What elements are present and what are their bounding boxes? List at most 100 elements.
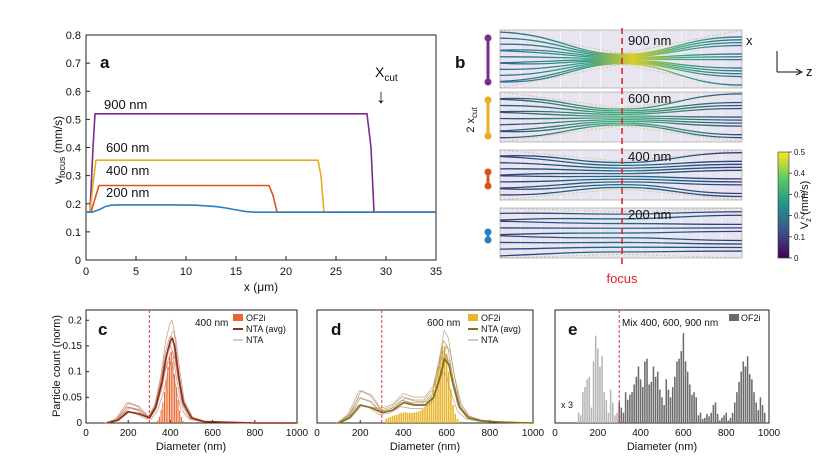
- size-marker-600: [484, 96, 492, 140]
- colorbar-label: Vz (mm/s): [799, 181, 813, 230]
- a-ytick-label: 0.2: [66, 199, 81, 211]
- xtick-label: 400: [162, 428, 179, 439]
- beam-edge-bottom: [499, 125, 743, 143]
- bar: [742, 361, 745, 423]
- colorbar-tick-label: 0.1: [794, 233, 806, 242]
- bar-light: [607, 412, 610, 423]
- a-xtick-label: 5: [133, 266, 139, 278]
- a-ytick-label: 0.1: [66, 227, 81, 239]
- panel-a-x-ticks: 0 5 10 15 20 25 30 35: [83, 256, 442, 278]
- beam-edge-top: [499, 149, 743, 162]
- xtick-label: 600: [675, 428, 692, 439]
- bar: [402, 412, 405, 423]
- bar-light: [586, 379, 588, 423]
- bar: [641, 387, 644, 423]
- legend-e-of2i: OF2i: [741, 313, 761, 323]
- bar: [738, 381, 740, 423]
- bar: [169, 356, 171, 423]
- xtick-label: 1000: [522, 428, 545, 439]
- a-ytick-label: 0.5: [66, 114, 81, 126]
- bar: [391, 415, 394, 423]
- xtick-label: 0: [314, 428, 320, 439]
- series-600nm: [86, 159, 436, 213]
- bar: [443, 345, 446, 423]
- panel-c-marks: 0 200 400 600 800 1000 0 0.05 0.1 0.15 0.2: [63, 310, 309, 439]
- ytick-label: 0: [76, 418, 82, 429]
- a-xtick-label: 25: [330, 266, 342, 278]
- ytick-label: 0.15: [63, 341, 83, 352]
- bar: [637, 366, 640, 423]
- strip-label-600: 600 nm: [628, 91, 671, 106]
- panel-b: b 2 xcut focus 900 nm 600 nm 400 nm 200 …: [455, 28, 813, 286]
- bar: [450, 389, 452, 423]
- bar-light: [592, 361, 595, 423]
- bar: [157, 420, 159, 423]
- panel-d-xlabel: Diameter (nm): [390, 441, 460, 453]
- bar: [635, 376, 638, 423]
- bar: [671, 387, 674, 423]
- nta-curve: [104, 360, 295, 424]
- bar: [691, 394, 693, 423]
- bar-light: [609, 389, 612, 423]
- bar: [441, 346, 444, 423]
- xcut-label: Xcut: [375, 64, 398, 84]
- xtick-label: 800: [481, 428, 498, 439]
- bar: [396, 414, 398, 423]
- bar-light: [612, 402, 614, 423]
- bar: [415, 412, 418, 423]
- xtick-label: 600: [438, 428, 455, 439]
- panel-e-xlabel: Diameter (nm): [627, 441, 697, 453]
- bar: [746, 356, 749, 423]
- ytick-label: 0.05: [63, 392, 83, 403]
- label-600nm: 600 nm: [106, 140, 149, 155]
- label-400nm: 400 nm: [106, 163, 149, 178]
- bar: [751, 379, 753, 423]
- trajectory: [499, 50, 743, 59]
- a-xtick-label: 10: [180, 266, 192, 278]
- bar: [665, 379, 668, 423]
- bar: [652, 366, 655, 423]
- bar: [761, 405, 764, 423]
- bar: [165, 379, 167, 423]
- beam-edge-top: [499, 91, 743, 109]
- label-900nm: 900 nm: [104, 97, 147, 112]
- bar: [175, 387, 177, 423]
- bar: [435, 379, 437, 423]
- panel-a-xlabel: x (μm): [244, 280, 278, 294]
- bar: [695, 397, 698, 423]
- nta-curve: [337, 339, 533, 424]
- bar: [620, 407, 623, 423]
- panel-c-xlabel: Diameter (nm): [156, 441, 226, 453]
- beam-edge-bottom: [499, 253, 743, 259]
- strip-400nm: [499, 149, 743, 201]
- bar: [180, 416, 182, 423]
- bar: [669, 397, 672, 423]
- bar-light: [577, 412, 580, 423]
- trajectory-strips: [499, 29, 743, 259]
- bar: [755, 402, 757, 423]
- series-200nm: [86, 204, 436, 213]
- bar: [629, 394, 631, 423]
- bar: [723, 415, 725, 423]
- beam-edge-top: [499, 207, 743, 213]
- bar: [661, 397, 663, 423]
- strip-label-200: 200 nm: [628, 207, 671, 222]
- bar: [727, 420, 730, 423]
- strip-200nm: [499, 207, 743, 259]
- xtick-label: 0: [552, 428, 558, 439]
- bar: [385, 418, 387, 423]
- colorbar-tick-label: 0.5: [794, 148, 806, 157]
- panel-c-letter: c: [98, 320, 107, 339]
- bar: [693, 392, 695, 423]
- panel-b-letter: b: [455, 53, 465, 72]
- nta-curve: [106, 350, 297, 424]
- panel-a: 0 0.1 0.2 0.3 0.4 0.5 0.6 0.7 0.8 0 5 10 15 20 25 30 35…: [51, 30, 442, 294]
- bar: [714, 402, 717, 423]
- legend-c-nta: NTA: [246, 335, 263, 345]
- ytick-label: 0.2: [68, 315, 82, 326]
- bar: [389, 416, 392, 423]
- bar: [624, 392, 627, 423]
- bar: [644, 361, 646, 423]
- bar-light: [579, 415, 582, 423]
- bar-light: [594, 335, 597, 423]
